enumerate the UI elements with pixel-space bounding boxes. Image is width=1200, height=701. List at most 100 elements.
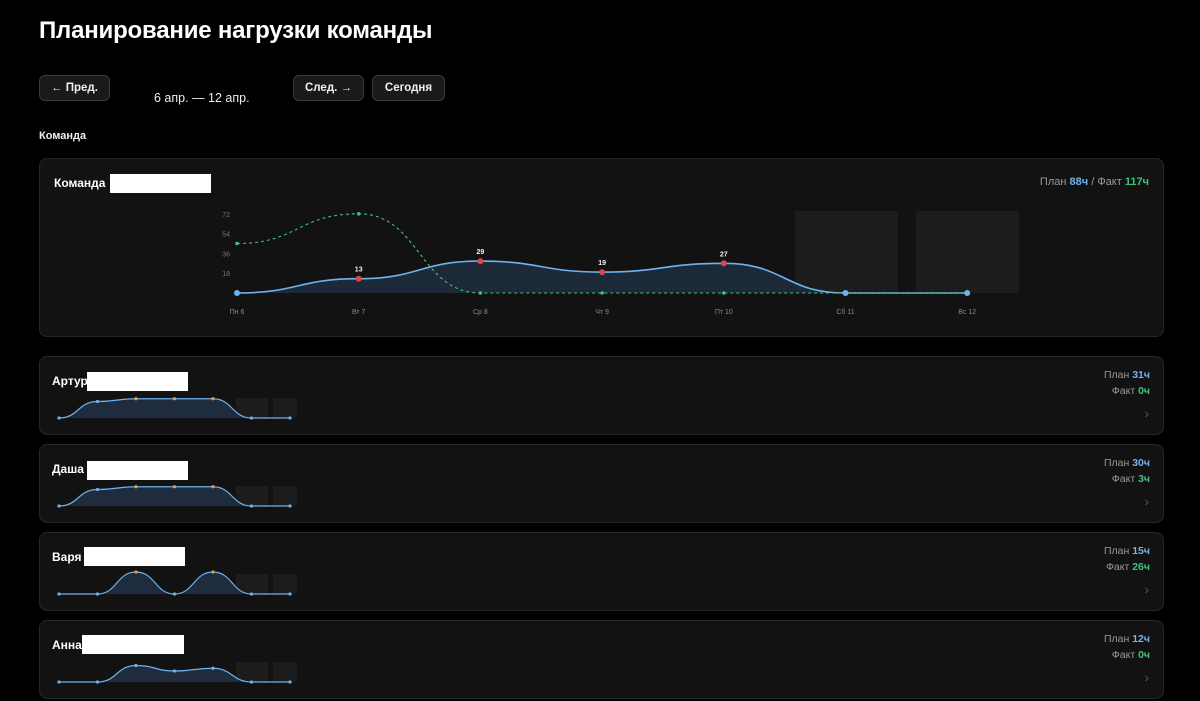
member-plan: План 12ч: [1104, 633, 1150, 645]
name-redaction: [87, 372, 188, 391]
mini-area: [59, 486, 290, 506]
member-plan-label: План: [1103, 369, 1130, 381]
weekend-shade: [236, 662, 268, 682]
mini-point: [57, 416, 61, 420]
mini-point: [211, 570, 215, 574]
weekend-shade: [236, 398, 268, 418]
member-card[interactable]: Варя План 15ч Факт 26ч ›: [39, 532, 1164, 611]
mini-point: [249, 416, 254, 420]
team-load-chart: 72 54 36 18 13 29 19 27 Пн 6 Вт 7 Ср 8 Чт 9 Пт 10 Сб …: [222, 211, 1019, 316]
page-title: Планирование нагрузки команды: [39, 17, 433, 44]
member-name: Артур: [52, 374, 88, 388]
member-plan-value: 12ч: [1132, 633, 1150, 645]
x-tick-label: Вс 12: [958, 309, 976, 316]
member-mini-chart: [57, 485, 297, 508]
mini-point: [288, 504, 292, 508]
mini-point: [57, 504, 61, 508]
fact-point: [600, 291, 604, 295]
mini-point: [172, 669, 177, 673]
member-card[interactable]: Даша План 30ч Факт 3ч ›: [39, 444, 1164, 523]
mini-point: [211, 666, 215, 670]
weekend-shade: [236, 486, 268, 506]
y-tick-label: 18: [222, 271, 230, 278]
y-tick-label: 54: [222, 232, 230, 239]
member-card[interactable]: Артур План 31ч Факт 0ч ›: [39, 356, 1164, 435]
mini-point: [288, 592, 292, 596]
x-tick-label: Ср 8: [473, 309, 488, 316]
mini-point: [95, 487, 100, 492]
x-tick-label: Пт 10: [715, 309, 733, 316]
plan-point: [477, 258, 484, 265]
fact-point: [235, 241, 239, 246]
member-card[interactable]: Анна План 12ч Факт 0ч ›: [39, 620, 1164, 699]
name-redaction: [84, 547, 185, 566]
data-label: 13: [355, 267, 363, 274]
member-fact-label: Факт: [1111, 385, 1136, 397]
mini-point: [172, 485, 177, 489]
name-redaction: [110, 174, 211, 193]
mini-point: [134, 397, 138, 401]
member-fact: Факт 0ч: [1112, 385, 1150, 397]
today-button[interactable]: Сегодня: [372, 75, 445, 101]
mini-point: [249, 592, 254, 596]
team-plan-value: 88ч: [1069, 176, 1089, 188]
chevron-right-icon[interactable]: ›: [1144, 581, 1149, 597]
team-card: Команда План 88ч / Факт 117ч 72 54 36 18 13 2…: [39, 158, 1164, 337]
next-week-button[interactable]: След. →: [293, 75, 364, 101]
plan-area: [237, 261, 968, 293]
member-fact-label: Факт: [1111, 649, 1136, 661]
member-name: Анна: [52, 638, 82, 652]
weekend-shade: [916, 211, 1019, 293]
data-label: 29: [477, 249, 485, 256]
weekend-shade: [273, 486, 297, 506]
plan-point: [964, 290, 971, 296]
team-fact-label: Факт: [1097, 176, 1122, 188]
mini-point: [172, 592, 177, 596]
data-label: 27: [720, 251, 728, 258]
name-redaction: [87, 461, 188, 480]
data-label: 19: [598, 260, 606, 267]
fact-point: [722, 291, 726, 295]
mini-point: [95, 592, 100, 596]
mini-point: [95, 399, 100, 404]
x-tick-label: Чт 9: [595, 309, 609, 316]
mini-point: [211, 397, 215, 401]
team-totals: План 88ч / Факт 117ч: [1040, 176, 1149, 188]
plan-point: [355, 275, 362, 282]
mini-point: [288, 416, 292, 420]
chevron-right-icon[interactable]: ›: [1144, 493, 1149, 509]
section-label-team: Команда: [39, 130, 87, 142]
member-plan-value: 30ч: [1132, 457, 1150, 469]
member-fact-label: Факт: [1111, 473, 1136, 485]
prev-week-button[interactable]: ← Пред.: [39, 75, 110, 101]
chevron-right-icon[interactable]: ›: [1144, 669, 1149, 685]
member-fact: Факт 26ч: [1106, 561, 1150, 573]
weekend-shade: [273, 398, 297, 418]
mini-point: [211, 485, 215, 489]
mini-point: [57, 680, 61, 684]
member-plan-value: 31ч: [1132, 369, 1150, 381]
mini-area: [59, 398, 290, 418]
plan-point: [720, 260, 727, 267]
mini-point: [95, 680, 100, 684]
plan-point: [842, 290, 849, 296]
weekend-shade: [273, 662, 297, 682]
member-fact-value: 3ч: [1138, 473, 1150, 485]
chevron-right-icon[interactable]: ›: [1144, 405, 1149, 421]
plan-point: [234, 290, 240, 296]
weekend-shade: [795, 211, 898, 293]
member-name: Даша: [52, 462, 84, 476]
x-tick-label: Пн 6: [230, 309, 245, 316]
mini-area: [59, 572, 290, 594]
date-range: 6 апр. — 12 апр.: [154, 91, 250, 105]
name-redaction: [82, 635, 184, 654]
y-tick-label: 72: [222, 212, 230, 219]
member-fact: Факт 0ч: [1112, 649, 1150, 661]
mini-point: [249, 504, 254, 508]
member-fact-value: 0ч: [1138, 649, 1150, 661]
member-name: Варя: [52, 550, 82, 564]
fact-point: [478, 291, 483, 295]
member-plan-label: План: [1103, 545, 1130, 557]
fact-point: [356, 212, 361, 216]
team-name: Команда: [54, 176, 106, 190]
